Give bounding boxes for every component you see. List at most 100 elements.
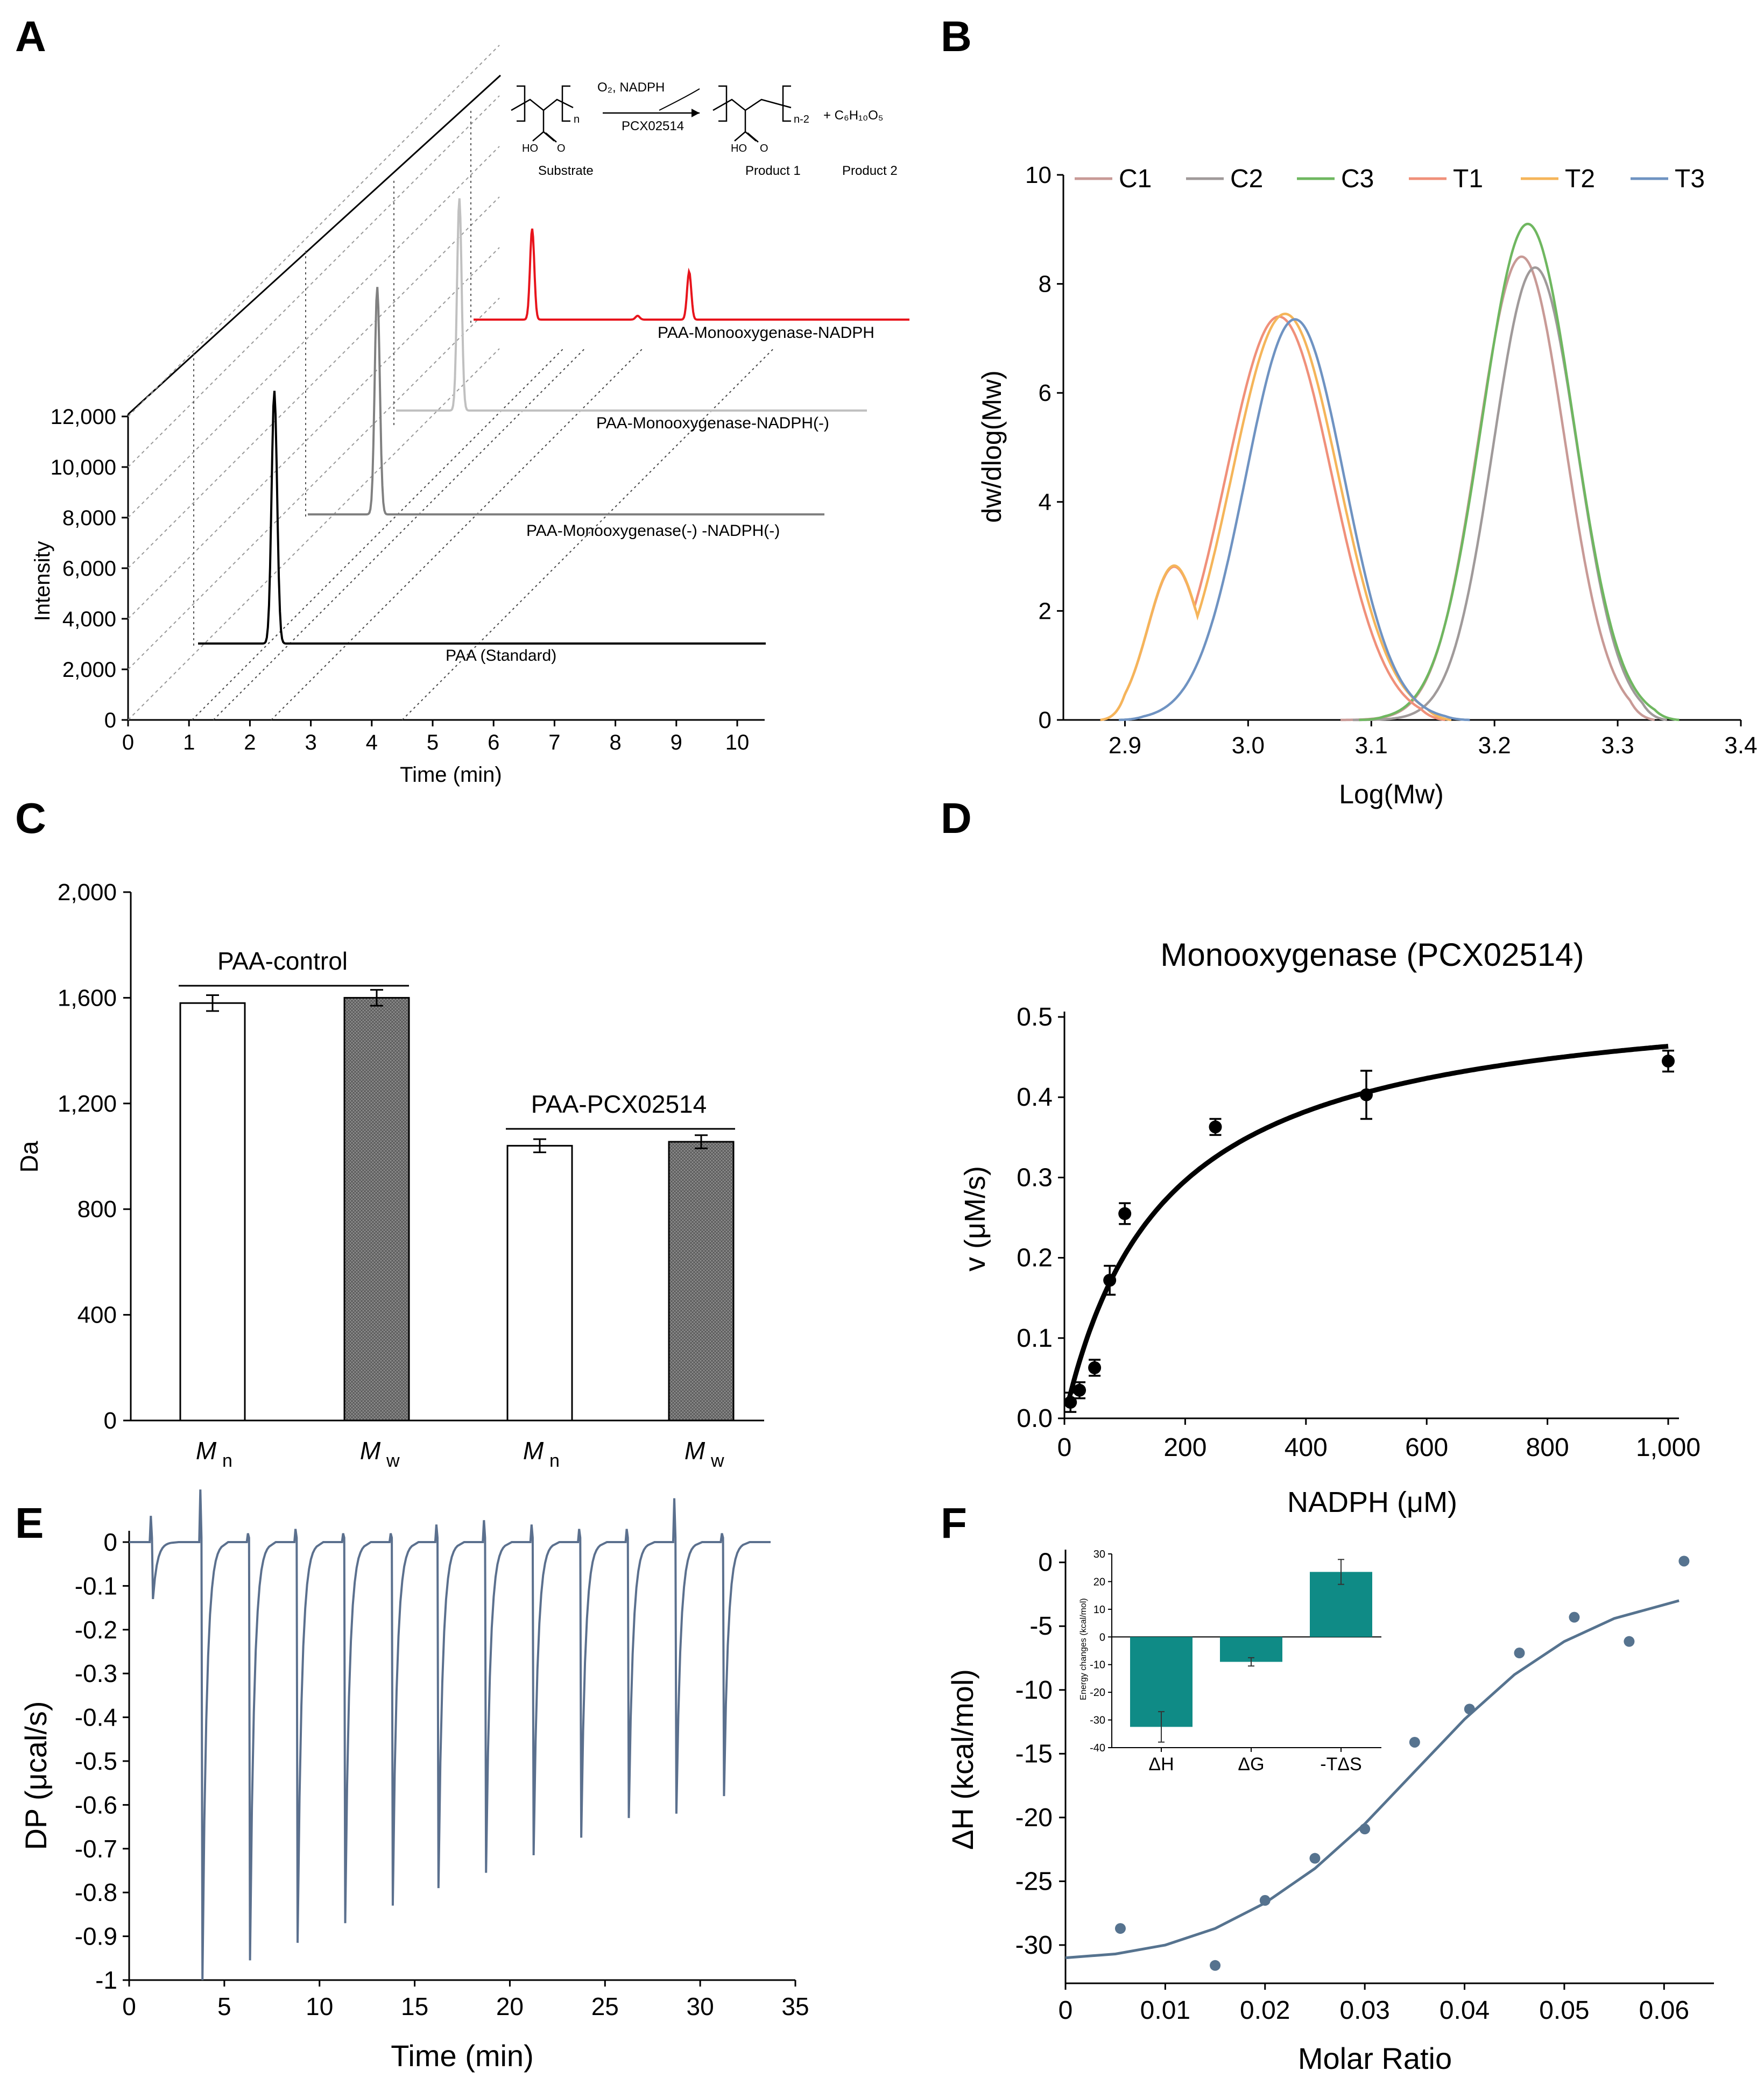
y-axis-title: DP (μcal/s) [19, 1701, 53, 1850]
data-point [1662, 1055, 1675, 1068]
trace-3 [396, 198, 867, 412]
trace-label: PAA-Monooxygenase-NADPH(-) [596, 414, 829, 432]
y-tick-label: -20 [1015, 1804, 1053, 1832]
x-tick-label: 20 [496, 1992, 524, 2020]
inset-y-tick-label: -40 [1090, 1742, 1105, 1754]
y-axis-title: ΔH (kcal/mol) [945, 1669, 979, 1850]
x-tick-label: 0.02 [1240, 1996, 1290, 2025]
x-tick-subscript: n [222, 1451, 232, 1471]
inset-y-axis-title: Energy changes (kcal/mol) [1079, 1598, 1088, 1700]
y-tick-label: -25 [1015, 1867, 1053, 1896]
series-C3 [1359, 222, 1680, 722]
x-tick-label: 5 [427, 731, 439, 754]
x-tick-label: 400 [1285, 1433, 1328, 1462]
data-point [1464, 1704, 1475, 1715]
x-tick-label: 0.05 [1539, 1996, 1589, 2025]
x-tick-label: 0.01 [1140, 1996, 1190, 2025]
substrate-o: O [557, 143, 566, 154]
curved-arrow [659, 88, 700, 111]
x-tick-label: 15 [401, 1992, 428, 2020]
inset-y-tick-label: 30 [1093, 1549, 1105, 1560]
product-o: O [760, 143, 768, 154]
y-tick-label: -30 [1015, 1931, 1053, 1960]
y-tick-label: 6 [1039, 380, 1052, 406]
bar [343, 996, 410, 1422]
trace-2 [308, 287, 824, 515]
y-tick-label: -0.4 [75, 1704, 117, 1731]
y-tick-label: 8,000 [62, 506, 116, 530]
x-tick-label: 3.4 [1724, 732, 1757, 759]
data-point [1360, 1088, 1373, 1101]
legend-label: C3 [1341, 165, 1374, 193]
data-point [1209, 1120, 1222, 1134]
inset-y-tick-label: 0 [1099, 1631, 1105, 1643]
legend-label: T1 [1453, 165, 1483, 193]
data-point [1359, 1824, 1371, 1835]
y-tick-label: -0.6 [75, 1791, 117, 1819]
x-tick-label: 3.2 [1478, 732, 1511, 759]
y-tick-label: 0.5 [1017, 1003, 1053, 1031]
panel-label-d: D [941, 794, 972, 842]
panel-a-chromatograms: 0 2,000 4,000 6,000 8,000 10,000 12,000 0 1 2 3 4 5 6… [31, 45, 909, 787]
y-tick-label: -1 [95, 1966, 117, 1994]
data-point [1114, 1923, 1126, 1934]
x-tick-label: 9 [671, 731, 682, 754]
x-tick-label: 200 [1163, 1433, 1206, 1462]
x-tick-label: 10 [725, 731, 750, 754]
y-tick-label: 1,600 [58, 985, 117, 1011]
depth-frame-line [127, 74, 502, 415]
x-tick-label: M [685, 1437, 705, 1465]
y-tick-label: 0 [103, 1528, 117, 1556]
x-tick-label: 3.1 [1355, 732, 1388, 759]
x-tick-label: 4 [366, 731, 378, 754]
product2-label: Product 2 [842, 164, 898, 178]
data-point [1210, 1960, 1221, 1971]
legend-label: T2 [1565, 165, 1595, 193]
y-tick-label: 12,000 [51, 405, 116, 429]
trace-1 [198, 391, 766, 645]
y-tick-label: 1,200 [58, 1091, 117, 1117]
x-tick-subscript: w [386, 1451, 400, 1471]
group-label: PAA-control [217, 947, 348, 975]
data-point [1624, 1636, 1635, 1647]
x-tick-label: 1,000 [1636, 1433, 1701, 1462]
y-tick-label: 0 [1038, 1549, 1053, 1577]
inset-x-tick-label: ΔG [1238, 1754, 1264, 1775]
x-tick-label: 0 [1059, 1996, 1073, 2025]
series-T3 [1118, 318, 1470, 722]
chart-title: Monooxygenase (PCX02514) [1160, 937, 1584, 973]
x-tick-label: 10 [306, 1992, 333, 2020]
y-tick-label: -0.7 [75, 1835, 117, 1863]
trace-label: PAA (Standard) [446, 647, 556, 665]
substrate-ho: HO [522, 143, 538, 154]
y-tick-label: 0 [104, 709, 116, 732]
reaction-arrowhead [692, 109, 700, 117]
y-tick-label: -0.8 [75, 1878, 117, 1906]
x-tick-label: 8 [609, 731, 621, 754]
y-tick-label: 800 [77, 1196, 117, 1222]
x-tick-label: 35 [781, 1992, 809, 2020]
inset-y-tick-label: -10 [1090, 1659, 1105, 1671]
x-tick-label: 6 [488, 731, 499, 754]
bar [668, 1141, 735, 1422]
y-tick-label: 0.4 [1017, 1083, 1053, 1112]
y-tick-label: -5 [1029, 1612, 1053, 1641]
y-tick-label: -0.5 [75, 1747, 117, 1775]
product-ho: HO [731, 143, 747, 154]
y-axis-title: v (μM/s) [959, 1166, 991, 1271]
group-label: PAA-PCX02514 [531, 1090, 707, 1118]
y-tick-label: 6,000 [62, 557, 116, 581]
inset-y-tick-label: 10 [1093, 1604, 1105, 1616]
y-tick-label: 4,000 [62, 607, 116, 631]
inset-x-tick-label: ΔH [1148, 1754, 1174, 1775]
x-tick-label: 0.03 [1339, 1996, 1389, 2025]
trace-4 [474, 228, 909, 321]
series-C2 [1352, 266, 1667, 722]
product2-formula: + C₆H₁₀O₅ [823, 108, 883, 123]
panel-label-c: C [15, 794, 46, 842]
data-point [1569, 1612, 1580, 1623]
x-tick-label: 3 [305, 731, 316, 754]
substrate-structure [511, 98, 574, 143]
x-tick-label: 0.06 [1639, 1996, 1689, 2025]
